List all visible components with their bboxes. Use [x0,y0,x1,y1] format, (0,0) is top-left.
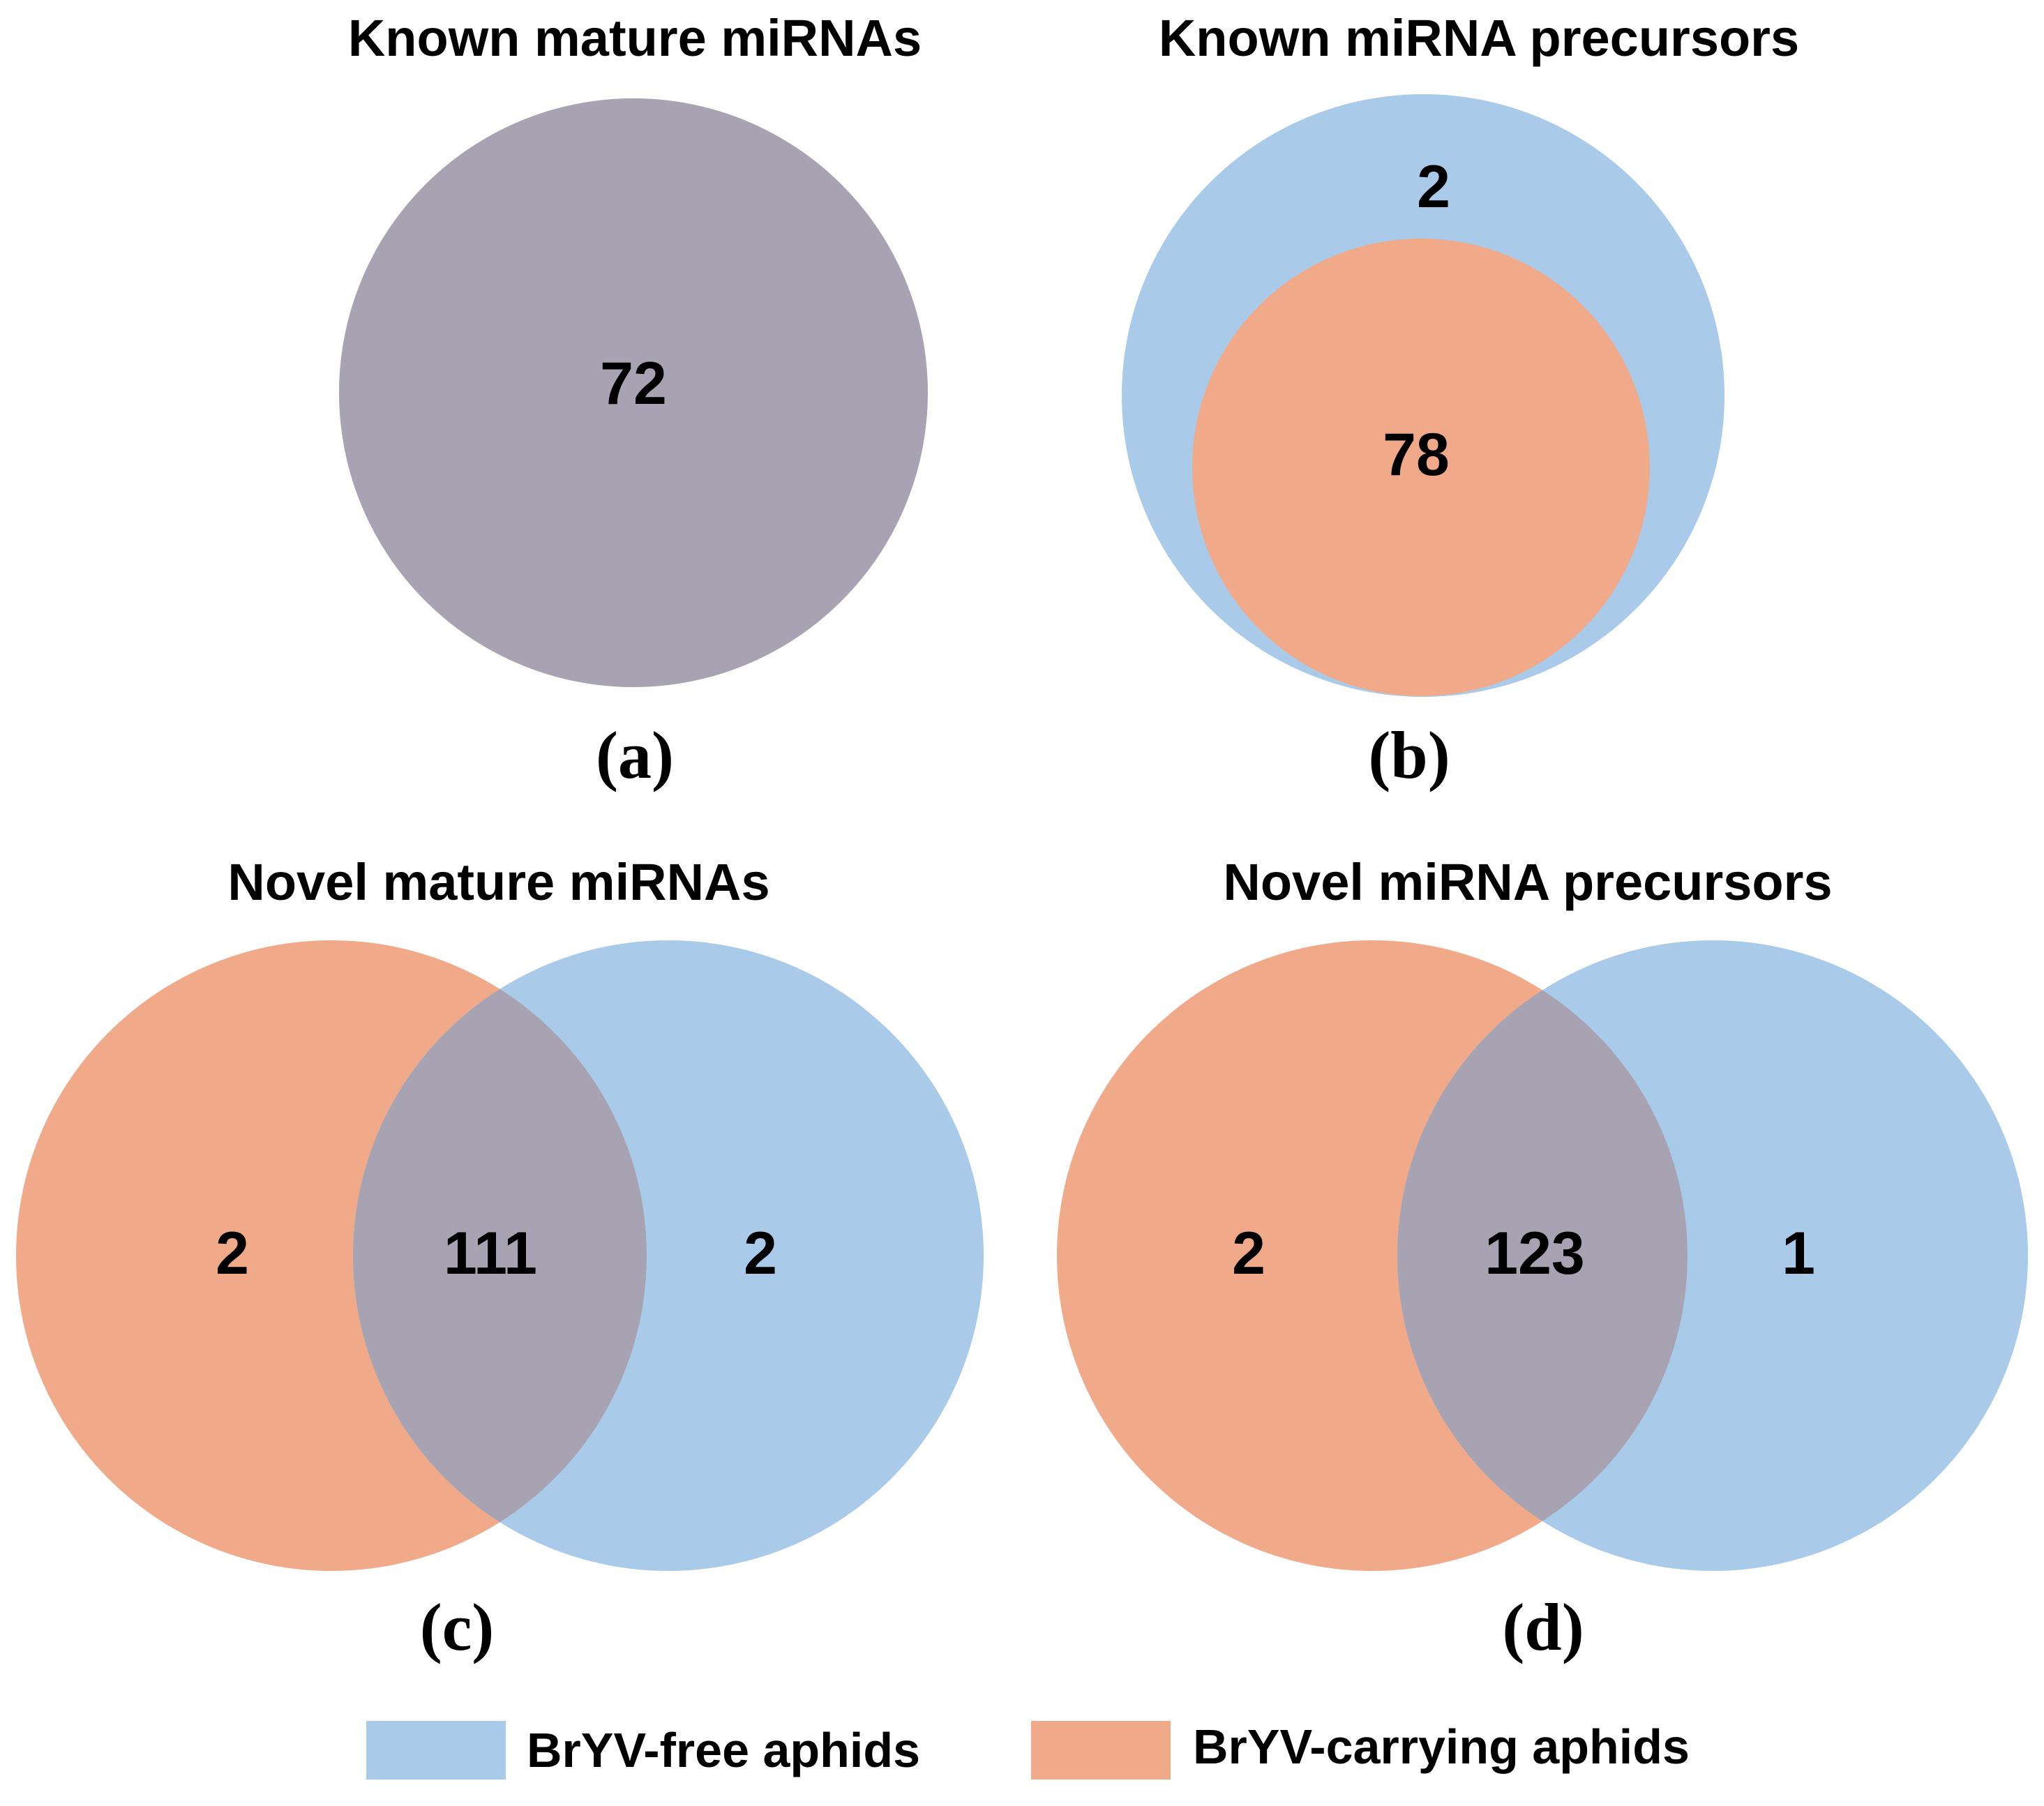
legend-swatch-bryv-carrying [1031,1721,1171,1779]
panel-a: Known mature miRNAs 72 (a) [339,9,928,792]
panel-d: Novel miRNA precursors 2 123 1 (d) [1057,853,2028,1664]
count-a-all: 72 [600,350,667,417]
count-b-shared: 78 [1383,421,1450,488]
legend-swatch-bryv-free [366,1721,506,1779]
panel-c-title: Novel mature miRNAs [227,853,769,911]
panel-b-label: (b) [1368,718,1450,792]
count-b-free-only: 2 [1417,153,1450,220]
panel-d-label: (d) [1502,1590,1584,1664]
venn-overlap [1397,940,1688,1571]
panel-c: Novel mature miRNAs 2 111 2 (c) [16,853,984,1664]
count-d-shared: 123 [1485,1220,1585,1287]
legend: BrYV-free aphids BrYV-carrying aphids [366,1720,1690,1779]
panel-d-title: Novel miRNA precursors [1223,853,1832,911]
panel-c-label: (c) [420,1590,495,1664]
panel-a-label: (a) [596,718,674,792]
panel-b: Known miRNA precursors 2 78 (b) [1122,9,1799,792]
panel-a-title: Known mature miRNAs [348,9,922,67]
count-c-shared: 111 [444,1220,537,1287]
venn-circle-all [339,98,928,687]
legend-label-bryv-free: BrYV-free aphids [527,1723,920,1777]
panel-b-title: Known miRNA precursors [1159,9,1799,67]
count-c-carrying-only: 2 [216,1220,249,1287]
count-d-carrying-only: 2 [1232,1220,1265,1287]
legend-label-bryv-carrying: BrYV-carrying aphids [1193,1720,1690,1774]
count-c-free-only: 2 [744,1220,777,1287]
venn-circle-bryv-carrying [1192,239,1650,696]
venn-overlap [353,940,647,1571]
count-d-free-only: 1 [1782,1220,1815,1287]
